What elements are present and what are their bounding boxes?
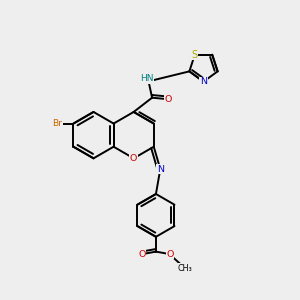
Text: O: O <box>166 250 174 259</box>
Text: O: O <box>138 250 146 259</box>
Text: Br: Br <box>52 119 62 128</box>
Text: N: N <box>157 164 164 173</box>
Text: N: N <box>200 77 207 86</box>
Text: CH₃: CH₃ <box>177 264 192 273</box>
Text: O: O <box>130 154 137 163</box>
Text: S: S <box>192 50 198 60</box>
Text: HN: HN <box>140 74 154 83</box>
Text: O: O <box>164 95 172 104</box>
